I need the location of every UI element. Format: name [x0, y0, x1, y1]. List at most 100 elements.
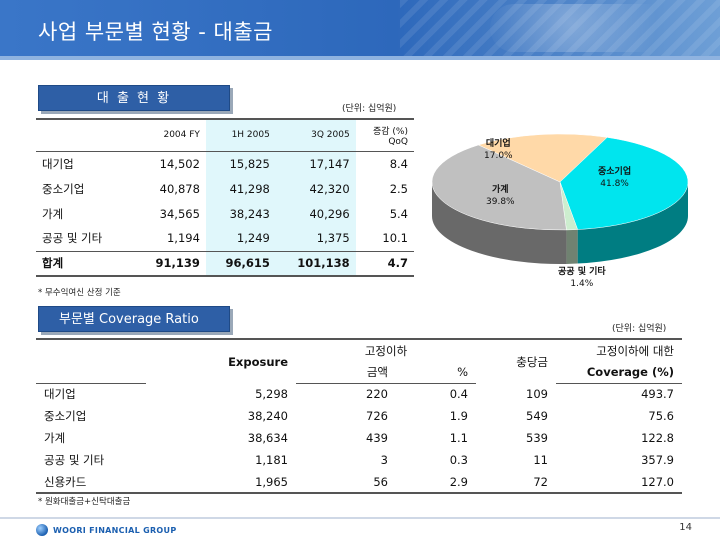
cell-pct: 1.1: [449, 431, 468, 445]
pie-label-value: 39.8%: [486, 197, 515, 207]
table-header-row: 2004 FY 1H 2005 3Q 2005 증감 (%) QoQ: [36, 118, 414, 152]
cell-2004fy: 40,878: [159, 181, 200, 196]
pie-slice: [431, 144, 567, 231]
row-label: 중소기업: [44, 409, 87, 423]
pie-label-large-corp: 대기업 17.0%: [484, 138, 513, 162]
pie-slice: [477, 133, 608, 183]
col-amount: 금액: [296, 361, 396, 384]
loan-status-table: 2004 FY 1H 2005 3Q 2005 증감 (%) QoQ 대기업 1…: [36, 118, 414, 277]
pie-label-value: 1.4%: [570, 279, 594, 289]
row-label: 중소기업: [42, 181, 85, 196]
cell-exposure: 1,965: [146, 471, 296, 494]
header-blank: [36, 338, 146, 361]
cell-change: 5.4: [389, 206, 408, 221]
cell-amount: 220: [366, 387, 388, 402]
cell-coverage: 357.9: [641, 453, 674, 467]
coverage-unit-note: (단위: 십억원): [612, 324, 667, 334]
row-label: 공공 및 기타: [44, 453, 105, 467]
table-row: 중소기업 40,878 41,298 42,320 2.5: [36, 176, 414, 201]
cell-change: 10.1: [355, 226, 414, 252]
table-row: 신용카드 1,965 56 2.9 72 127.0: [36, 471, 682, 494]
total-1h2005: 96,615: [205, 250, 276, 277]
col-coverage-line1: 고정이하에 대한: [556, 338, 682, 361]
cell-3q2005: 17,147: [275, 151, 356, 176]
total-2004fy: 91,139: [136, 250, 206, 277]
cell-amount: 3: [380, 453, 388, 467]
header-blank: [36, 361, 146, 384]
col-change-line2: QoQ: [388, 136, 408, 147]
col-1h2005: 1H 2005: [205, 118, 276, 152]
cell-2004fy: 34,565: [159, 206, 200, 221]
header-banner: 사업 부문별 현황 - 대출금: [0, 0, 720, 56]
cell-1h2005: 15,825: [205, 151, 276, 176]
table-row: 가계 38,634 439 1.1 539 122.8: [36, 427, 682, 449]
loan-footnote: * 무수익여신 산정 기준: [38, 288, 121, 298]
pie-label-public-other: 공공 및 기타 1.4%: [558, 266, 606, 290]
col-substandard: 고정이하: [296, 338, 476, 361]
total-3q2005: 101,138: [275, 250, 356, 277]
coverage-footnote: * 원화대출금+신탁대출금: [38, 497, 131, 507]
pie-wall: [566, 229, 578, 264]
col-2004fy: 2004 FY: [136, 118, 206, 152]
page-title: 사업 부문별 현황 - 대출금: [38, 20, 273, 44]
cell-3q2005: 40,296: [275, 201, 356, 226]
header-row-1: Exposure 고정이하 충당금 고정이하에 대한: [36, 338, 682, 383]
cell-1h2005: 38,243: [205, 201, 276, 226]
cell-reserve: 72: [476, 471, 556, 494]
col-3q2005: 3Q 2005: [275, 118, 356, 152]
header-glow: [490, 4, 690, 52]
cell-exposure: 38,240: [247, 409, 288, 423]
pie-wall: [577, 182, 688, 264]
pie-label-value: 17.0%: [484, 151, 513, 161]
cell-coverage: 122.8: [641, 431, 674, 445]
cell-amount: 56: [296, 471, 396, 494]
cell-coverage: 75.6: [648, 409, 674, 423]
cell-change: 2.5: [389, 181, 408, 196]
cell-reserve: 11: [533, 453, 548, 467]
pie-label-name: 대기업: [485, 139, 511, 149]
footer-divider: [0, 517, 720, 519]
pie-svg: [431, 133, 689, 264]
cell-amount: 439: [366, 431, 388, 445]
table-row: 공공 및 기타 1,194 1,249 1,375 10.1: [36, 226, 414, 252]
cell-3q2005: 42,320: [275, 176, 356, 201]
col-pct: %: [396, 361, 476, 384]
col-change-line1: 증감 (%): [373, 126, 408, 137]
pie-slice: [559, 137, 689, 230]
col-change: 증감 (%) QoQ: [355, 118, 414, 152]
table-row: 대기업 5,298 220 0.4 109 493.7: [36, 383, 682, 405]
cell-2004fy: 14,502: [159, 156, 200, 171]
col-coverage-line2: Coverage (%): [556, 361, 682, 384]
cell-reserve: 539: [526, 431, 548, 445]
col-exposure: Exposure: [146, 338, 296, 383]
pie-wall: [432, 182, 567, 264]
table-row: 중소기업 38,240 726 1.9 549 75.6: [36, 405, 682, 427]
coverage-table: Exposure 고정이하 충당금 고정이하에 대한 금액 % Coverage…: [36, 338, 682, 494]
loan-unit-note: (단위: 십억원): [342, 104, 397, 114]
page-number: 14: [679, 522, 692, 533]
cell-1h2005: 41,298: [205, 176, 276, 201]
logo-text: WOORI FINANCIAL GROUP: [53, 525, 177, 535]
total-label: 합계: [36, 250, 136, 277]
cell-reserve: 549: [526, 409, 548, 423]
pie-label-name: 가계: [492, 185, 509, 195]
pie-label-name: 공공 및 기타: [558, 267, 606, 277]
table-row: 대기업 14,502 15,825 17,147 8.4: [36, 151, 414, 176]
table-row: 공공 및 기타 1,181 3 0.3 11 357.9: [36, 449, 682, 471]
cell-exposure: 38,634: [247, 431, 288, 445]
coverage-ratio-label: 부문별 Coverage Ratio: [38, 306, 230, 332]
table-row: 가계 34,565 38,243 40,296 5.4: [36, 201, 414, 226]
pie-label-household: 가계 39.8%: [486, 184, 515, 208]
pie-label-sme: 중소기업 41.8%: [598, 166, 631, 190]
cell-1h2005: 1,249: [205, 226, 276, 252]
pie-label-value: 41.8%: [600, 179, 629, 189]
loan-pie-chart: 대기업 17.0% 중소기업 41.8% 가계 39.8% 공공 및 기타 1.…: [420, 120, 710, 300]
cell-pct: 0.3: [449, 453, 468, 467]
row-label: 신용카드: [36, 471, 146, 494]
row-label: 가계: [42, 206, 64, 221]
cell-coverage: 493.7: [641, 387, 674, 402]
logo-mark-icon: [36, 524, 48, 536]
row-label: 대기업: [42, 156, 74, 171]
header-underline: [0, 56, 720, 60]
loan-status-label: 대 출 현 황: [38, 85, 230, 111]
